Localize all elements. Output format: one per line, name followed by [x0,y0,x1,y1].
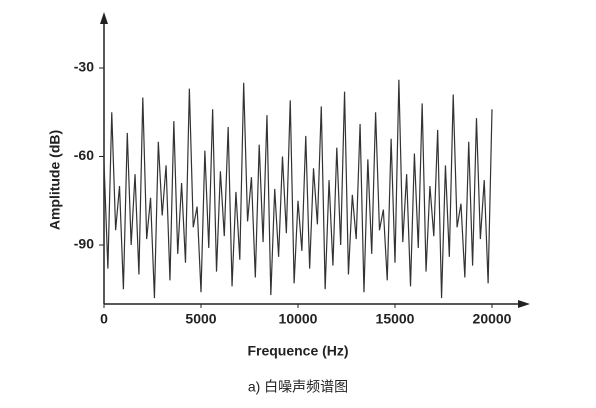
caption: a) 白噪声频谱图 [248,379,348,395]
spectrum-line [103,79,493,299]
x-tick-label: 20000 [473,311,512,327]
x-tick-label: 5000 [185,311,216,327]
y-axis-arrow [100,12,108,24]
x-tick-label: 0 [100,311,108,327]
x-tick-label: 10000 [279,311,318,327]
x-tick-label: 15000 [376,311,415,327]
y-tick-label: -60 [74,147,94,163]
y-axis-label: Amplitude (dB) [47,130,63,230]
y-tick-label: -90 [74,236,94,252]
y-tick-label: -30 [74,59,94,75]
x-axis-arrow [518,300,530,308]
x-axis-label: Frequence (Hz) [247,343,348,359]
